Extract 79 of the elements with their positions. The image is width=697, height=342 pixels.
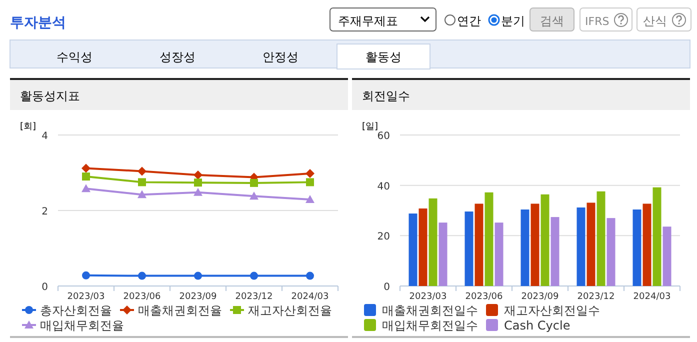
point xyxy=(82,271,90,280)
bar xyxy=(540,194,550,286)
legend-label: 매출채권회전율 xyxy=(138,304,222,318)
bar xyxy=(586,202,596,286)
text: 활동성 xyxy=(366,50,402,64)
point xyxy=(194,170,202,180)
legend-label: 총자산회전율 xyxy=(40,304,112,318)
bar xyxy=(550,217,560,286)
bar xyxy=(474,204,484,286)
bar xyxy=(652,187,662,286)
point xyxy=(194,178,202,187)
point xyxy=(250,192,258,200)
x-tick-label: 2023/06 xyxy=(465,292,503,302)
text: 산식 xyxy=(643,14,667,28)
point xyxy=(250,272,258,280)
bar xyxy=(418,208,428,286)
bar xyxy=(596,191,606,286)
y-tick-label: 2 xyxy=(42,206,48,218)
x-tick-label: 2024/03 xyxy=(291,292,329,302)
y-tick-label: 0 xyxy=(42,282,48,293)
text: 투자분석 xyxy=(10,15,66,31)
text: 주재무제표 xyxy=(338,14,398,28)
y-axis-title: [회] xyxy=(20,122,36,132)
text: IFRS xyxy=(585,15,610,28)
x-tick-label: 2023/03 xyxy=(67,292,105,302)
legend-label: 재고자산회전율 xyxy=(248,304,332,318)
point xyxy=(82,172,90,181)
y-tick-label: 4 xyxy=(42,131,48,142)
y-tick-label: 40 xyxy=(377,181,390,192)
chart-title: 활동성지표 xyxy=(20,89,80,103)
point xyxy=(138,178,146,186)
point xyxy=(194,188,202,196)
text: 검색 xyxy=(540,14,564,28)
x-tick-label: 2023/09 xyxy=(179,292,217,302)
x-tick-label: 2023/09 xyxy=(521,292,559,302)
bar xyxy=(428,198,438,286)
y-tick-label: 0 xyxy=(384,282,390,293)
bar xyxy=(520,209,530,286)
text: 분기 xyxy=(501,14,525,28)
bar xyxy=(484,192,494,286)
bar xyxy=(606,218,616,286)
bar xyxy=(530,204,540,286)
text: 안정성 xyxy=(262,50,298,64)
point xyxy=(306,272,314,280)
point xyxy=(306,178,314,186)
legend-label: Cash Cycle xyxy=(504,318,570,332)
x-tick-label: 2023/12 xyxy=(577,292,615,302)
text: 연간 xyxy=(457,14,481,28)
y-axis-title: [일] xyxy=(362,122,378,132)
text: 성장성 xyxy=(160,50,196,64)
point xyxy=(250,178,258,187)
point xyxy=(138,272,146,280)
legend-label: 매입채무회전일수 xyxy=(382,318,478,332)
bar xyxy=(438,222,448,286)
chart-title: 회전일수 xyxy=(362,89,410,103)
point xyxy=(306,169,314,178)
bar xyxy=(464,212,474,286)
x-tick-label: 2024/03 xyxy=(633,292,671,302)
bar xyxy=(408,214,418,286)
bar xyxy=(494,222,504,286)
point xyxy=(306,195,314,204)
point xyxy=(194,272,202,280)
y-tick-label: 60 xyxy=(377,131,390,142)
legend-label: 매입채무회전율 xyxy=(40,318,124,332)
point xyxy=(138,190,146,198)
legend-label: 재고자산회전일수 xyxy=(504,304,600,318)
bar xyxy=(662,226,672,286)
x-tick-label: 2023/12 xyxy=(235,292,273,302)
point xyxy=(82,184,90,192)
x-tick-label: 2023/06 xyxy=(123,292,161,302)
legend-label: 매출채권회전일수 xyxy=(382,304,478,318)
y-tick-label: 20 xyxy=(377,232,390,243)
bar xyxy=(576,207,586,286)
point xyxy=(82,164,90,173)
bar xyxy=(632,209,642,286)
text: 수익성 xyxy=(56,50,92,64)
point xyxy=(138,166,146,176)
x-tick-label: 2023/03 xyxy=(409,292,447,302)
bar xyxy=(642,204,652,286)
